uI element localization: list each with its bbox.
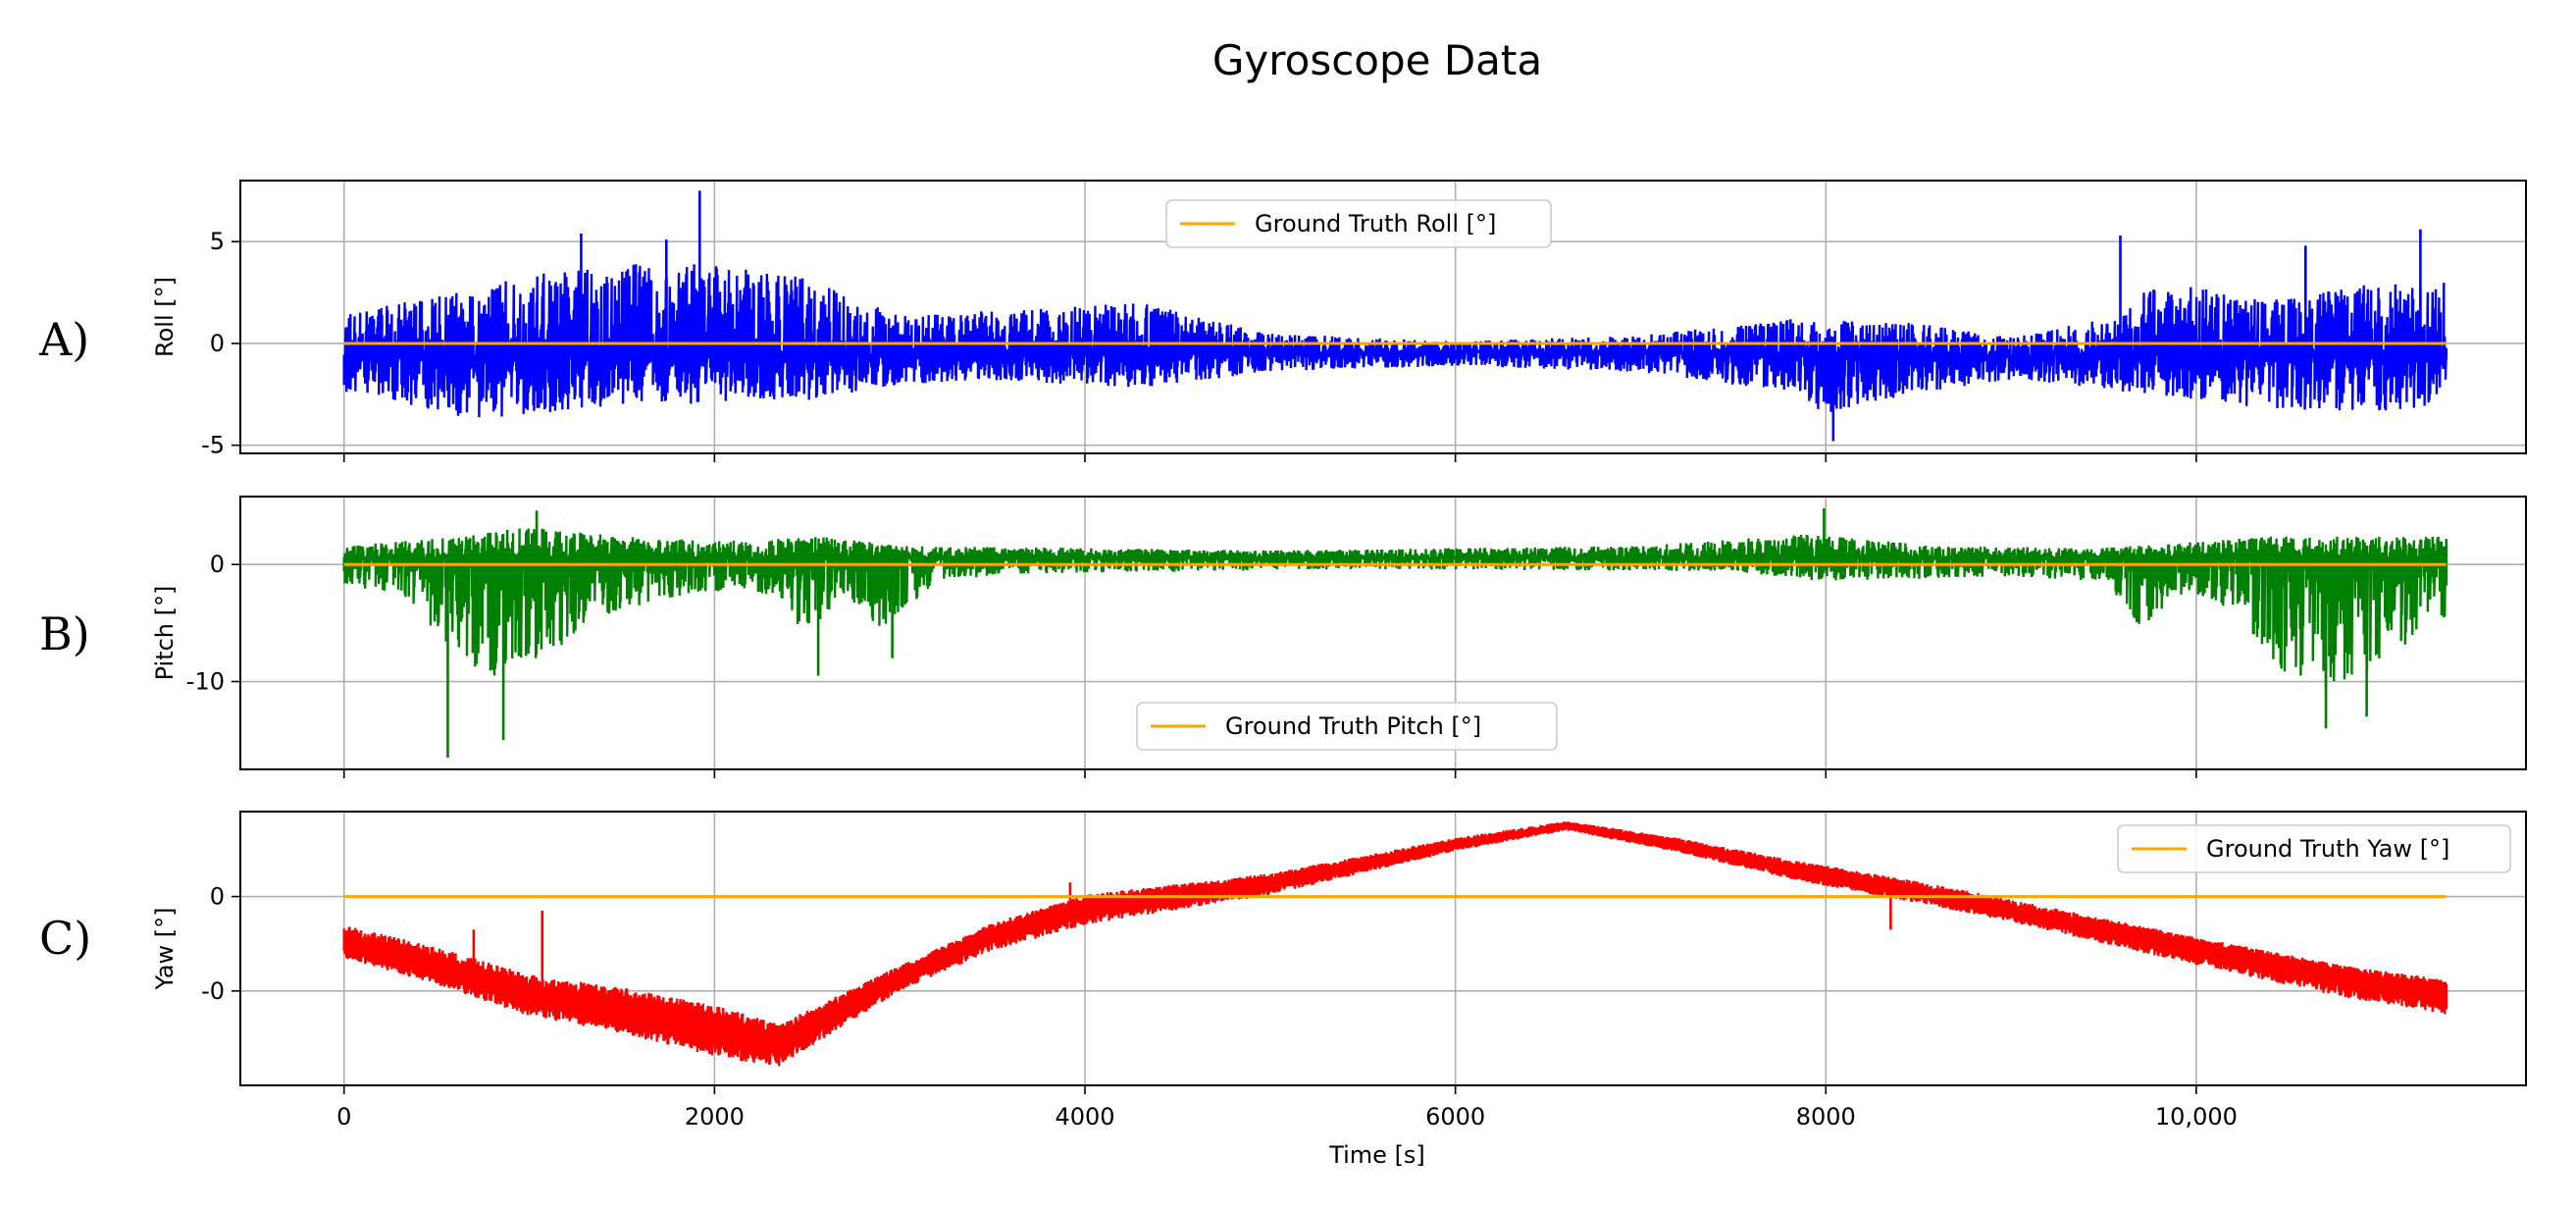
data-series-line (342, 528, 2447, 689)
legend-entry: Ground Truth Yaw [°] (2206, 835, 2449, 863)
y-axis-label: Yaw [°] (151, 907, 179, 990)
panel-label: A) (38, 313, 89, 366)
legend-box (2117, 824, 2511, 873)
panels-group: 5 0 -5 Roll [°] A) Ground Truth Roll [°] 0 -10P… (38, 180, 2527, 1131)
legend: Ground Truth Yaw [°] (2117, 824, 2511, 873)
y-tick-label: 0 (210, 330, 225, 357)
y-tick-label: 0 (210, 883, 225, 911)
x-tick-label: 0 (336, 1103, 351, 1131)
y-tick-label: 0 (210, 551, 225, 578)
x-tick-label: 8000 (1796, 1103, 1856, 1131)
panel-label: C) (39, 912, 91, 965)
figure-title: Gyroscope Data (1212, 36, 1542, 84)
x-tick-label: 2000 (685, 1103, 745, 1131)
y-tick-label: -5 (201, 432, 225, 459)
axes-frame (239, 496, 2527, 770)
y-axis-label: Roll [°] (151, 277, 179, 357)
x-tick-label: 10,000 (2155, 1103, 2238, 1131)
legend-entry: Ground Truth Pitch [°] (1225, 712, 1481, 740)
y-tick-label: -0 (201, 977, 225, 1005)
data-series-line (342, 264, 2447, 418)
panel-roll: 5 0 -5 Roll [°] A) Ground Truth Roll [°] (38, 180, 2527, 462)
x-axis-label: Time [s] (1328, 1141, 1425, 1169)
x-tick-label: 4000 (1055, 1103, 1114, 1131)
axes-frame (239, 180, 2527, 454)
axes-frame (239, 811, 2527, 1086)
data-series-line (342, 821, 2447, 1067)
legend-entry: Ground Truth Roll [°] (1255, 210, 1496, 237)
legend: Ground Truth Roll [°] (1165, 199, 1552, 248)
legend-box (1136, 702, 1558, 751)
y-axis-label: Pitch [°] (151, 586, 179, 681)
panel-label: B) (39, 607, 90, 660)
y-tick-label: 5 (210, 228, 225, 255)
legend: Ground Truth Pitch [°] (1136, 702, 1558, 751)
x-tick-label: 6000 (1425, 1103, 1485, 1131)
y-tick-label: -10 (186, 668, 225, 696)
legend-box (1165, 199, 1552, 248)
panel-yaw: 0 2000 4000 6000 8000 10,000 0 -0 Yaw [°] C) Groun… (39, 811, 2527, 1131)
